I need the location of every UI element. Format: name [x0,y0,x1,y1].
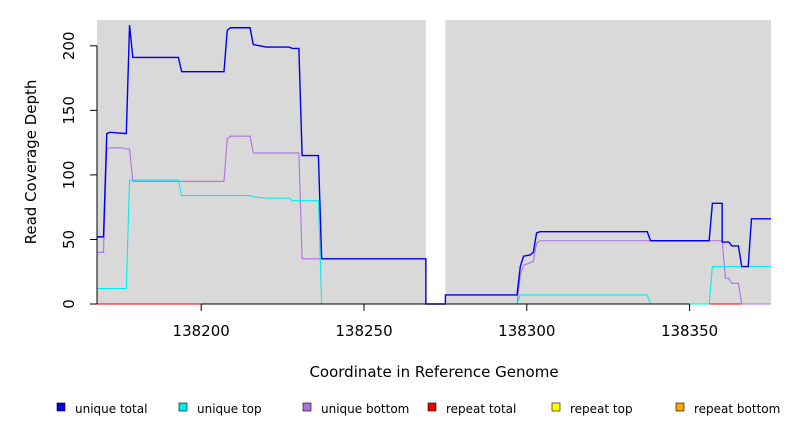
legend-swatch [427,402,437,412]
y-tick-label: 50 [60,230,78,249]
y-tick-label: 150 [60,96,78,125]
legend-label: unique total [75,402,147,416]
y-tick-label: 200 [60,31,78,60]
y-tick-label: 100 [60,161,78,190]
legend: unique total unique top unique bottom repea… [56,402,780,416]
x-tick-label: 138200 [173,322,230,340]
x-tick-label: 138350 [661,322,718,340]
y-axis-title: Read Coverage Depth [22,80,40,245]
legend-swatch [302,402,312,412]
legend-swatch [178,402,188,412]
x-tick-label: 138300 [498,322,555,340]
legend-label: repeat total [446,402,516,416]
legend-label: repeat top [570,402,633,416]
legend-swatch [551,402,561,412]
legend-label: unique top [197,402,262,416]
legend-swatch [675,402,685,412]
y-tick-label: 0 [60,299,78,309]
legend-label: unique bottom [321,402,409,416]
legend-swatch [56,402,66,412]
x-axis-title: Coordinate in Reference Genome [309,363,558,381]
gap-region [425,20,446,304]
y-axis: 0 50 100 150 200 [60,31,98,309]
x-tick-label: 138250 [335,322,392,340]
series-line-unique-total [97,25,771,305]
legend-label: repeat bottom [694,402,780,416]
x-axis: 138200 138250 138300 138350 [173,303,718,340]
